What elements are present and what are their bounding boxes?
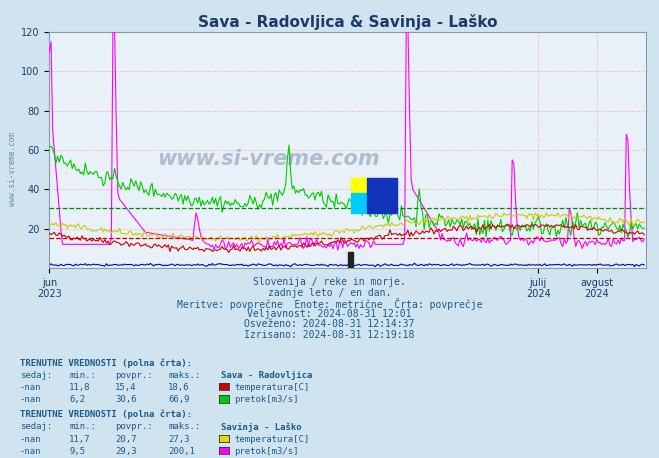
Text: Meritve: povprečne  Enote: metrične  Črta: povprečje: Meritve: povprečne Enote: metrične Črta:… — [177, 298, 482, 310]
Text: min.:: min.: — [69, 422, 96, 431]
Text: min.:: min.: — [69, 371, 96, 380]
Text: Veljavnost: 2024-08-31 12:01: Veljavnost: 2024-08-31 12:01 — [247, 309, 412, 319]
Text: -nan: -nan — [20, 395, 42, 404]
Bar — [348, 252, 353, 268]
Text: povpr.:: povpr.: — [115, 371, 153, 380]
Text: -nan: -nan — [20, 435, 42, 444]
Text: Savinja - Laško: Savinja - Laško — [221, 422, 301, 432]
Text: pretok[m3/s]: pretok[m3/s] — [234, 395, 299, 404]
Text: -nan: -nan — [20, 383, 42, 392]
Text: temperatura[C]: temperatura[C] — [234, 435, 309, 444]
Text: TRENUTNE VREDNOSTI (polna črta):: TRENUTNE VREDNOSTI (polna črta): — [20, 410, 192, 420]
Text: 6,2: 6,2 — [69, 395, 85, 404]
Text: sedaj:: sedaj: — [20, 422, 52, 431]
Text: 20,7: 20,7 — [115, 435, 137, 444]
Text: Slovenija / reke in morje.: Slovenija / reke in morje. — [253, 277, 406, 287]
Text: Izrisano: 2024-08-31 12:19:18: Izrisano: 2024-08-31 12:19:18 — [244, 330, 415, 340]
Text: sedaj:: sedaj: — [20, 371, 52, 380]
Text: www.si-vreme.com: www.si-vreme.com — [157, 149, 380, 169]
Text: TRENUTNE VREDNOSTI (polna črta):: TRENUTNE VREDNOSTI (polna črta): — [20, 358, 192, 368]
Text: 27,3: 27,3 — [168, 435, 190, 444]
Text: maks.:: maks.: — [168, 371, 200, 380]
Text: 30,6: 30,6 — [115, 395, 137, 404]
Text: maks.:: maks.: — [168, 422, 200, 431]
Text: 9,5: 9,5 — [69, 447, 85, 456]
Text: Osveženo: 2024-08-31 12:14:37: Osveženo: 2024-08-31 12:14:37 — [244, 319, 415, 329]
Bar — [351, 193, 372, 213]
Text: zadnje leto / en dan.: zadnje leto / en dan. — [268, 288, 391, 298]
Title: Sava - Radovljica & Savinja - Laško: Sava - Radovljica & Savinja - Laško — [198, 13, 498, 29]
Text: pretok[m3/s]: pretok[m3/s] — [234, 447, 299, 456]
Text: 15,4: 15,4 — [115, 383, 137, 392]
Text: www.si-vreme.com: www.si-vreme.com — [8, 132, 17, 207]
Text: 29,3: 29,3 — [115, 447, 137, 456]
Bar — [351, 178, 376, 213]
Text: Sava - Radovljica: Sava - Radovljica — [221, 371, 312, 380]
Text: povpr.:: povpr.: — [115, 422, 153, 431]
Text: 11,7: 11,7 — [69, 435, 91, 444]
Text: -nan: -nan — [20, 447, 42, 456]
Text: temperatura[C]: temperatura[C] — [234, 383, 309, 392]
Text: 11,8: 11,8 — [69, 383, 91, 392]
Text: 18,6: 18,6 — [168, 383, 190, 392]
Text: 66,9: 66,9 — [168, 395, 190, 404]
Text: 200,1: 200,1 — [168, 447, 195, 456]
Bar — [367, 178, 397, 213]
